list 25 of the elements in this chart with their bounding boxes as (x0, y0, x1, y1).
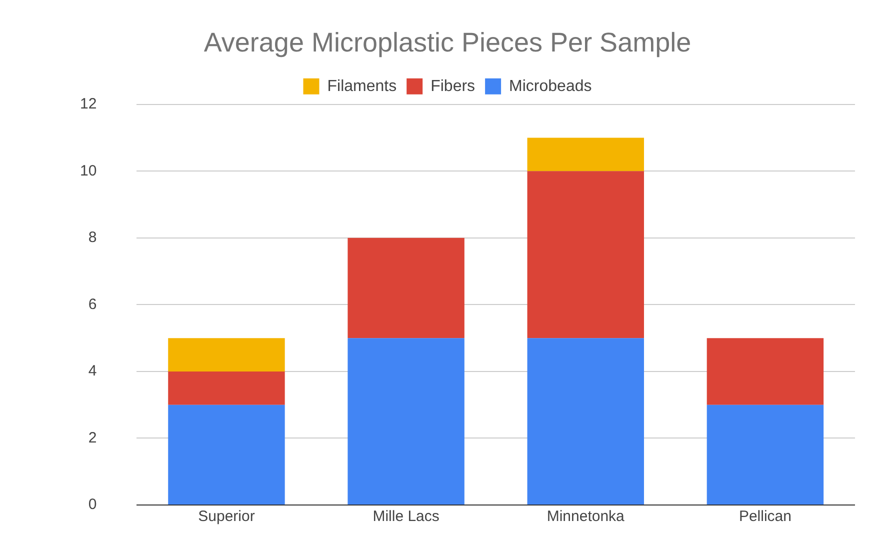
legend-label: Filaments (327, 78, 397, 95)
legend-label: Microbeads (509, 78, 592, 95)
bar (168, 338, 285, 372)
y-tick-label: 4 (88, 362, 97, 380)
x-tick-label: Pellican (738, 508, 792, 526)
bar (527, 171, 644, 338)
chart-title: Average Microplastic Pieces Per Sample (204, 28, 692, 58)
bar (706, 338, 824, 405)
bar (348, 238, 464, 338)
y-tick-label: 2 (88, 429, 97, 446)
y-tick-label: 6 (88, 296, 97, 313)
y-tick-label: 12 (80, 96, 97, 113)
y-tick-label: 8 (88, 229, 97, 246)
x-tick-label: Mille Lacs (372, 508, 440, 526)
y-tick-label: 10 (80, 162, 97, 180)
bar (168, 371, 285, 405)
y-tick-label: 0 (88, 496, 97, 514)
bar (527, 138, 644, 172)
bar (706, 404, 824, 504)
bar (348, 338, 464, 504)
x-tick-label: Superior (198, 508, 255, 526)
bar (168, 404, 285, 504)
x-tick-label: Minnetonka (546, 508, 626, 526)
bar (527, 338, 644, 504)
legend-label: Fibers (430, 78, 476, 95)
